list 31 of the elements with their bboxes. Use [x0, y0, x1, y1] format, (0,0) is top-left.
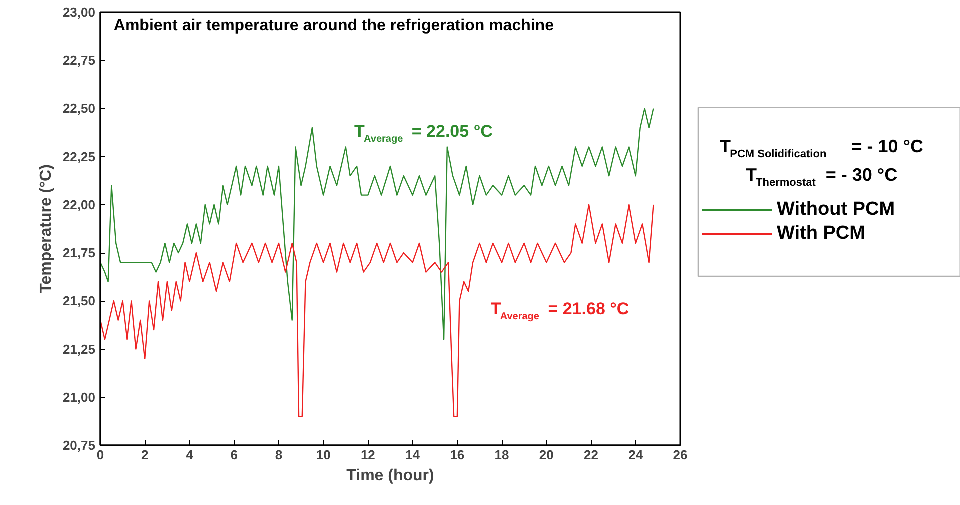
- x-axis-title: Time (hour): [346, 468, 434, 484]
- x-tick-label: 6: [230, 448, 238, 462]
- x-tick-label: 24: [628, 448, 644, 462]
- y-tick-label: 21,00: [62, 390, 96, 405]
- legend-label: Without PCM: [777, 199, 896, 221]
- line-series: [100, 108, 654, 340]
- x-tick-label: 14: [406, 448, 421, 462]
- x-tick-label: 2: [142, 448, 149, 462]
- y-tick-label: 22,25: [62, 149, 96, 164]
- y-tick-label: 23,00: [62, 5, 96, 20]
- y-tick-label: 21,25: [62, 342, 96, 357]
- x-tick-label: 0: [96, 448, 104, 462]
- x-tick-label: 8: [275, 448, 283, 462]
- x-tick-label: 4: [186, 448, 194, 462]
- y-tick-label: 21,50: [62, 294, 96, 309]
- x-tick-label: 18: [494, 448, 510, 462]
- y-tick-label: 21,75: [62, 246, 96, 261]
- y-tick-label: 20,75: [62, 438, 96, 453]
- legend-label: With PCM: [777, 223, 866, 245]
- x-tick-label: 22: [584, 448, 599, 462]
- x-tick-label: 20: [539, 448, 554, 462]
- y-tick-label: 22,75: [62, 53, 96, 68]
- x-tick-label: 10: [316, 448, 331, 462]
- y-tick-label: 22,50: [62, 101, 96, 116]
- line-series: [100, 204, 654, 418]
- x-tick-label: 16: [450, 448, 465, 462]
- y-tick-label: 22,00: [62, 197, 96, 212]
- x-tick-label: 26: [673, 448, 688, 462]
- y-axis-title: Temperature (°C): [38, 164, 55, 294]
- x-tick-label: 12: [360, 448, 376, 462]
- chart-title: Ambient air temperature around the refrigeration machine: [114, 17, 554, 34]
